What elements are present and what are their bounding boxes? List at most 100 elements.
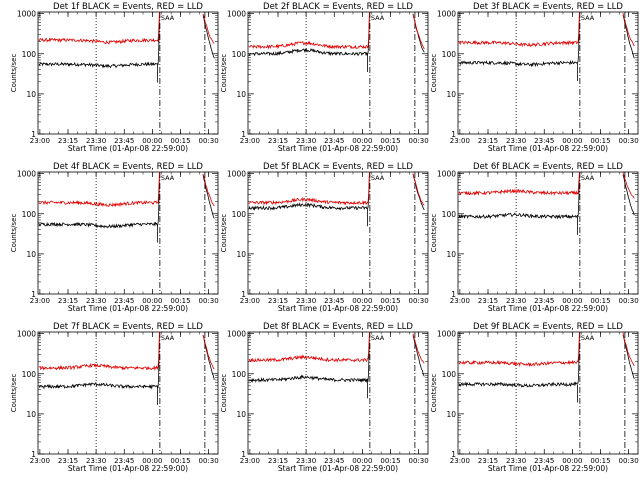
x-tick-label: 23:15 (268, 297, 288, 305)
y-tick-label: 10 (446, 410, 456, 419)
x-tick-label: 23:30 (86, 137, 106, 145)
y-tick-label: 1000 (227, 170, 246, 179)
x-tick-label: 23:45 (114, 137, 134, 145)
x-tick-label: 23:15 (58, 457, 78, 465)
plot-frame (37, 331, 219, 455)
y-tick-label: 1000 (437, 170, 456, 179)
x-tick-label: 00:30 (409, 297, 429, 305)
x-tick-label: 23:45 (324, 137, 344, 145)
x-tick-label: 23:00 (450, 297, 470, 305)
panel-title: Det 4f BLACK = Events, RED = LLD (53, 162, 203, 172)
saa-label: SAA (371, 174, 385, 182)
y-tick-label: 10 (26, 250, 36, 259)
events-series-line (458, 11, 580, 68)
panel-title: Det 9f BLACK = Events, RED = LLD (473, 322, 623, 332)
panel-title: Det 2f BLACK = Events, RED = LLD (263, 2, 413, 12)
y-axis-label: Counts/sec (10, 374, 18, 413)
panel-title: Det 3f BLACK = Events, RED = LLD (473, 2, 623, 12)
events-series-line (458, 171, 580, 220)
y-axis-label: Counts/sec (10, 54, 18, 93)
x-axis-label: Start Time (01-Apr-08 22:59:00) (278, 144, 398, 153)
x-axis-label: Start Time (01-Apr-08 22:59:00) (488, 304, 608, 313)
panel-det-4: Det 4f BLACK = Events, RED = LLD 1 10 100 10… (10, 162, 219, 313)
events-post-saa-line (622, 174, 635, 216)
y-tick-label: 1 (451, 450, 456, 459)
lld-post-saa-line (412, 333, 425, 364)
lld-series-line (38, 11, 160, 45)
y-tick-label: 100 (22, 50, 37, 59)
x-tick-label: 00:00 (142, 457, 162, 465)
y-tick-label: 10 (446, 250, 456, 259)
x-tick-label: 00:00 (142, 137, 162, 145)
x-tick-label: 00:30 (409, 137, 429, 145)
x-tick-label: 23:00 (30, 137, 50, 145)
x-tick-label: 23:15 (478, 297, 498, 305)
plot-frame (457, 171, 639, 295)
events-post-saa-line (202, 334, 215, 380)
plot-frame (457, 331, 639, 455)
lld-series-line (248, 331, 370, 363)
y-tick-label: 1000 (17, 170, 36, 179)
lld-series-line (248, 11, 370, 50)
y-tick-label: 10 (446, 90, 456, 99)
x-tick-label: 00:00 (142, 297, 162, 305)
y-tick-label: 10 (26, 90, 36, 99)
x-tick-label: 23:30 (506, 137, 526, 145)
x-tick-label: 23:00 (240, 137, 260, 145)
x-tick-label: 23:30 (296, 457, 316, 465)
panel-det-3: Det 3f BLACK = Events, RED = LLD 1 10 100 10… (430, 2, 639, 153)
x-tick-label: 23:00 (240, 297, 260, 305)
x-tick-label: 00:15 (170, 297, 190, 305)
y-tick-label: 1 (31, 130, 36, 139)
x-axis-label: Start Time (01-Apr-08 22:59:00) (488, 464, 608, 473)
x-tick-label: 00:15 (380, 137, 400, 145)
x-tick-label: 23:15 (268, 457, 288, 465)
y-tick-label: 1000 (437, 10, 456, 19)
y-axis-label: Counts/sec (220, 374, 228, 413)
panel-det-1: Det 1f BLACK = Events, RED = LLD 1 10 100 10… (10, 2, 219, 153)
y-tick-label: 100 (442, 210, 457, 219)
x-axis-label: Start Time (01-Apr-08 22:59:00) (68, 144, 188, 153)
plot-frame (37, 11, 219, 135)
y-tick-label: 100 (22, 370, 37, 379)
x-tick-label: 00:15 (380, 297, 400, 305)
x-tick-label: 00:30 (199, 297, 219, 305)
x-tick-label: 23:30 (296, 137, 316, 145)
x-tick-label: 23:45 (324, 297, 344, 305)
lld-series-line (248, 171, 370, 206)
y-axis-label: Counts/sec (430, 214, 438, 253)
events-post-saa-line (622, 334, 635, 380)
x-tick-label: 23:15 (58, 137, 78, 145)
x-tick-label: 23:15 (58, 297, 78, 305)
x-tick-label: 23:00 (30, 457, 50, 465)
x-tick-label: 00:00 (352, 297, 372, 305)
x-tick-label: 23:45 (534, 137, 554, 145)
plot-frame (37, 171, 219, 295)
y-tick-label: 10 (26, 410, 36, 419)
panel-title: Det 8f BLACK = Events, RED = LLD (263, 322, 413, 332)
x-tick-label: 00:00 (352, 137, 372, 145)
x-tick-label: 23:30 (296, 297, 316, 305)
events-post-saa-line (202, 15, 215, 59)
events-series-line (248, 11, 370, 57)
panel-det-7: Det 7f BLACK = Events, RED = LLD 1 10 100 10… (10, 322, 219, 473)
x-tick-label: 00:00 (562, 457, 582, 465)
y-tick-label: 10 (236, 250, 246, 259)
x-tick-label: 00:30 (619, 457, 639, 465)
x-tick-label: 00:15 (590, 457, 610, 465)
lld-post-saa-line (202, 13, 215, 44)
panel-det-2: Det 2f BLACK = Events, RED = LLD 1 10 100 10… (220, 2, 429, 153)
lld-series-line (458, 331, 580, 368)
y-tick-label: 1 (451, 290, 456, 299)
x-tick-label: 23:30 (506, 297, 526, 305)
y-tick-label: 100 (442, 50, 457, 59)
x-axis-label: Start Time (01-Apr-08 22:59:00) (68, 464, 188, 473)
y-tick-label: 1000 (17, 330, 36, 339)
x-axis-label: Start Time (01-Apr-08 22:59:00) (278, 304, 398, 313)
y-tick-label: 100 (232, 210, 247, 219)
lld-post-saa-line (622, 13, 635, 47)
x-tick-label: 23:15 (478, 457, 498, 465)
x-tick-label: 00:15 (590, 137, 610, 145)
x-tick-label: 00:30 (619, 297, 639, 305)
